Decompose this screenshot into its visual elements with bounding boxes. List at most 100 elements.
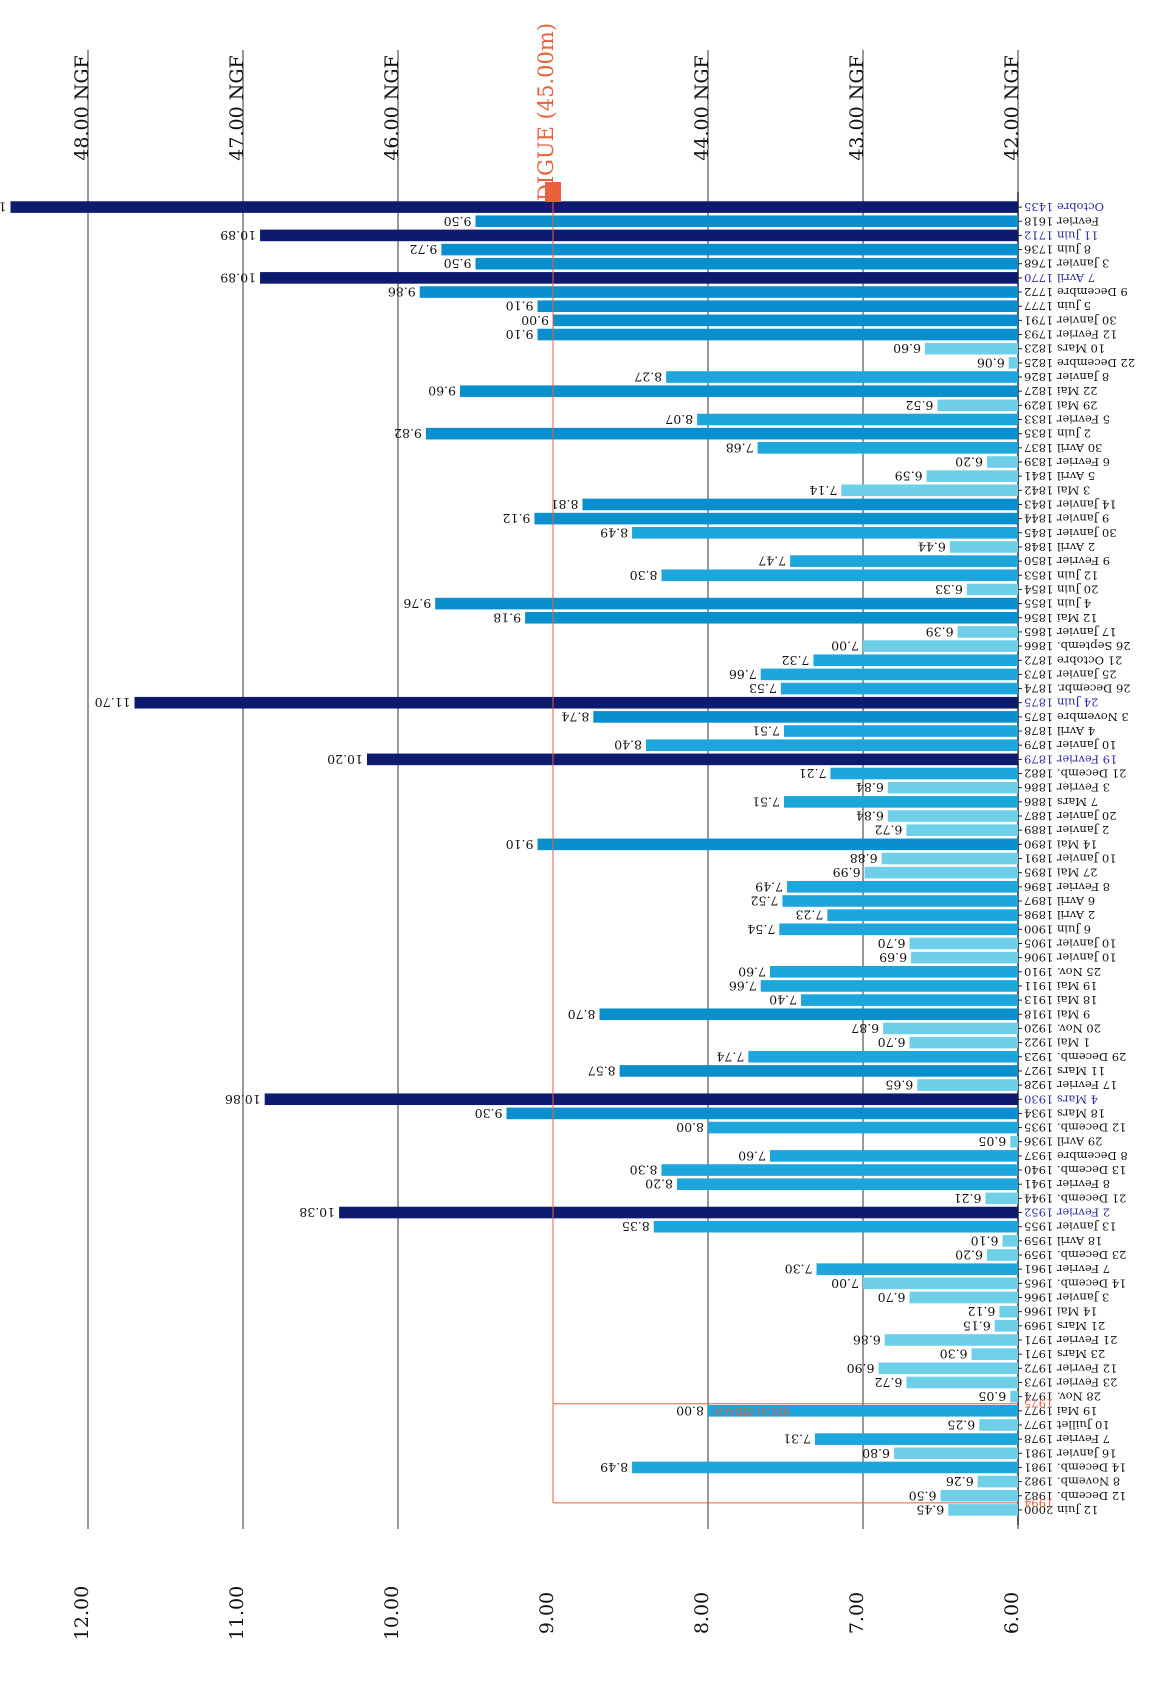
date-label: 8 Decembre 1937	[1024, 1149, 1128, 1163]
date-label: 16 Janvier 1981	[1024, 1446, 1117, 1460]
date-label: 2 Juin 1835	[1024, 427, 1091, 441]
value-label: 7.54	[747, 922, 775, 937]
flood-bar	[940, 1489, 1018, 1502]
value-label: 8.49	[600, 525, 628, 540]
date-label: 7 Fevrier 1961	[1024, 1262, 1110, 1276]
date-label: 19 Fevrier 1879	[1024, 752, 1117, 766]
value-label: 6.69	[879, 950, 907, 965]
date-label: 12 Decemb. 1982	[1024, 1489, 1126, 1503]
date-label: 19 Mai 1977	[1024, 1404, 1098, 1418]
flood-bar	[582, 498, 1018, 511]
flood-bar	[979, 1419, 1018, 1431]
date-label: 9 Mai 1918	[1024, 1007, 1090, 1021]
flood-bar	[881, 852, 1018, 865]
date-label: 14 Janvier 1843	[1024, 497, 1117, 511]
ngf-label: 43.00 NGF	[846, 55, 868, 160]
flood-bar	[909, 937, 1018, 950]
flood-bar	[816, 1263, 1018, 1275]
date-label: 21 Octobre 1872	[1024, 653, 1122, 667]
flood-bar	[987, 1249, 1018, 1261]
value-label: 6.84	[856, 780, 884, 795]
flood-bar	[977, 1475, 1018, 1488]
value-label: 10.89	[220, 228, 256, 243]
flood-bar	[994, 1320, 1018, 1332]
flood-bar	[906, 1376, 1018, 1389]
value-label: 8.35	[622, 1219, 650, 1234]
date-label: 25 Nov. 1910	[1024, 965, 1101, 979]
flood-bar	[748, 1050, 1018, 1063]
flood-bar	[537, 838, 1018, 851]
flood-bar	[783, 796, 1018, 808]
flood-bar	[783, 725, 1018, 737]
flood-bar	[999, 1305, 1018, 1318]
flood-bar	[782, 895, 1018, 907]
date-label: 10 Janvier 1905	[1024, 936, 1117, 950]
value-label: 9.72	[410, 242, 438, 257]
value-label: 10.38	[299, 1205, 335, 1220]
date-label: 25 Janvier 1873	[1024, 667, 1117, 681]
date-label: 8 Juin 1736	[1024, 243, 1091, 257]
flood-bar	[653, 1220, 1018, 1233]
value-label: 6.15	[963, 1318, 991, 1333]
date-label: 1 Mai 1922	[1024, 1036, 1090, 1050]
flood-bar	[708, 1121, 1018, 1134]
value-label: 9.10	[506, 299, 534, 314]
flood-bar	[926, 470, 1018, 482]
flood-bar	[801, 994, 1018, 1006]
date-label: 2 Janvier 1889	[1024, 823, 1109, 837]
date-label: 2 Avril 1898	[1024, 908, 1095, 922]
date-label: 2 Avril 1848	[1024, 540, 1095, 554]
flood-bar	[917, 1079, 1018, 1091]
value-label: 9.82	[394, 426, 422, 441]
value-label: 7.60	[738, 1148, 766, 1163]
value-label: 6.44	[918, 539, 946, 554]
date-label: 12 Fevrier 1793	[1024, 328, 1117, 342]
date-label: 19 Mai 1911	[1024, 979, 1098, 993]
date-label: 28 Nov. 1974	[1024, 1390, 1101, 1404]
flood-bar	[10, 201, 1018, 213]
flood-bar	[1010, 1390, 1018, 1403]
date-label: 8 Fevrier 1941	[1024, 1177, 1110, 1191]
flood-bar	[537, 300, 1018, 313]
date-label: 17 Fevrier 1928	[1024, 1078, 1117, 1092]
value-label: 6.72	[875, 1375, 903, 1390]
flood-bar	[770, 965, 1018, 978]
value-label: 7.47	[758, 554, 786, 569]
value-label: 8.49	[600, 1460, 628, 1475]
axis-tick-label: 9.00	[536, 1592, 558, 1634]
flood-bar	[260, 272, 1018, 284]
value-label: 8.57	[588, 1063, 616, 1078]
date-label: 7 Mars 1886	[1024, 795, 1098, 809]
value-label: 9.76	[403, 596, 431, 611]
date-label: 14 Mai 1966	[1024, 1305, 1098, 1319]
value-label: 6.90	[847, 1361, 875, 1376]
flood-bar	[830, 767, 1018, 780]
value-label: 9.50	[444, 256, 472, 271]
ngf-label: 48.00 NGF	[71, 55, 93, 160]
flood-bar	[666, 371, 1018, 383]
value-label: 8.30	[630, 568, 658, 583]
value-label: 6.52	[906, 398, 934, 413]
flood-bar	[708, 1404, 1018, 1417]
value-label: 10.20	[327, 752, 363, 767]
date-label: 10 Janvier 1879	[1024, 738, 1117, 752]
flood-bar	[878, 1362, 1018, 1375]
ngf-label: 42.00 NGF	[1001, 55, 1023, 160]
value-label: 9.50	[444, 214, 472, 229]
recalibrage-label: RECALIBRAGE	[713, 1405, 791, 1416]
flood-bar	[911, 951, 1018, 964]
value-label: 7.14	[809, 483, 837, 498]
date-label: 7 Fevrier 1978	[1024, 1432, 1110, 1446]
date-label: 18 Mai 1913	[1024, 993, 1098, 1007]
flood-bar	[1010, 1135, 1018, 1148]
date-label: 8 Janvier 1826	[1024, 370, 1109, 384]
date-label: 21 Mars 1969	[1024, 1319, 1105, 1333]
value-label: 11.70	[95, 695, 131, 710]
value-label: 7.51	[752, 794, 780, 809]
date-label: 2 Fevrier 1952	[1024, 1206, 1110, 1220]
flood-bar	[909, 1036, 1018, 1049]
value-label: 7.00	[831, 1276, 859, 1291]
flood-bar	[646, 739, 1018, 752]
date-label: 13 Janvier 1955	[1024, 1220, 1117, 1234]
